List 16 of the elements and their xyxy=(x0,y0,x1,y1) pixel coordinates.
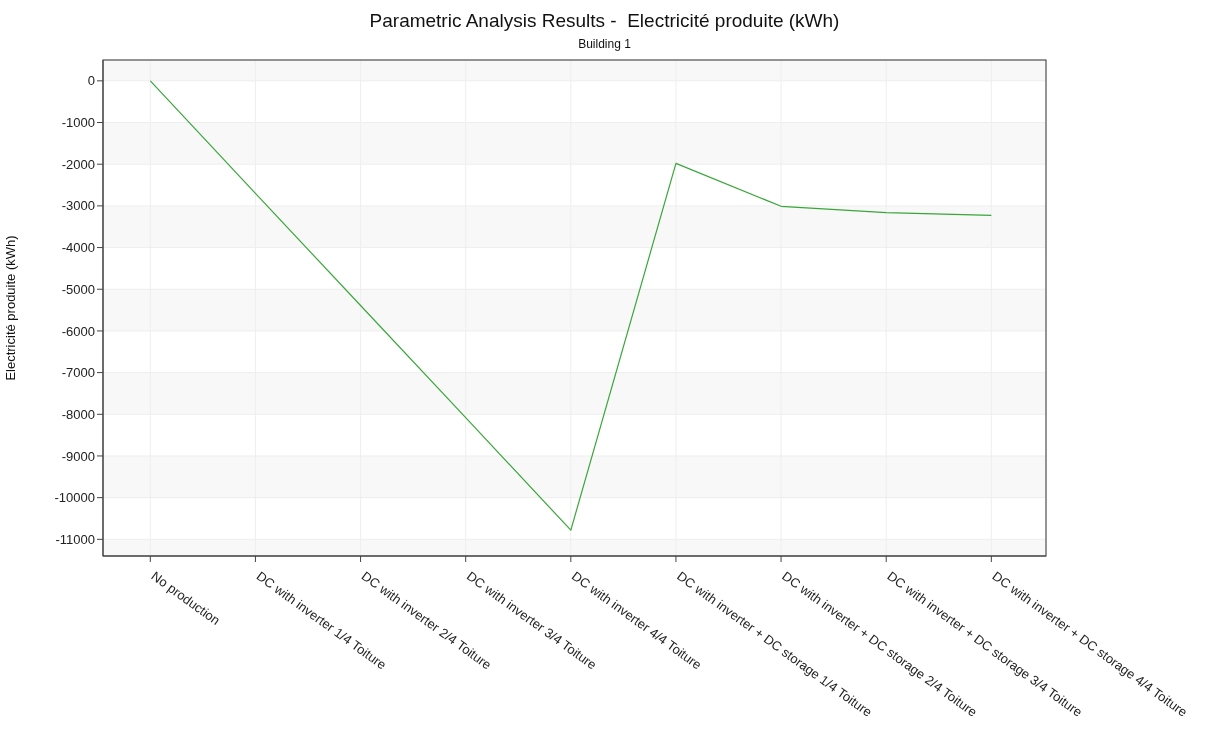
y-tick-label: -4000 xyxy=(61,240,95,256)
y-tick-label: -1000 xyxy=(61,115,95,131)
y-tick-label: -7000 xyxy=(61,365,95,381)
y-tick-label: -11000 xyxy=(55,531,95,547)
y-tick-label: 0 xyxy=(87,73,95,89)
y-axis-title: Electricité produite (kWh) xyxy=(2,235,18,381)
y-tick-label: -10000 xyxy=(54,490,95,506)
y-tick-label: -8000 xyxy=(61,406,95,422)
y-tick-label: -5000 xyxy=(61,281,95,297)
y-tick-label: -3000 xyxy=(61,198,95,214)
y-tick-label: -9000 xyxy=(61,448,95,464)
chart-subtitle: Building 1 xyxy=(577,37,632,51)
line-series xyxy=(149,80,992,531)
y-tick-label: -6000 xyxy=(61,323,95,339)
y-tick-label: -2000 xyxy=(61,156,95,172)
chart-title: Parametric Analysis Results - Electricité produite (kWh) xyxy=(368,10,841,32)
